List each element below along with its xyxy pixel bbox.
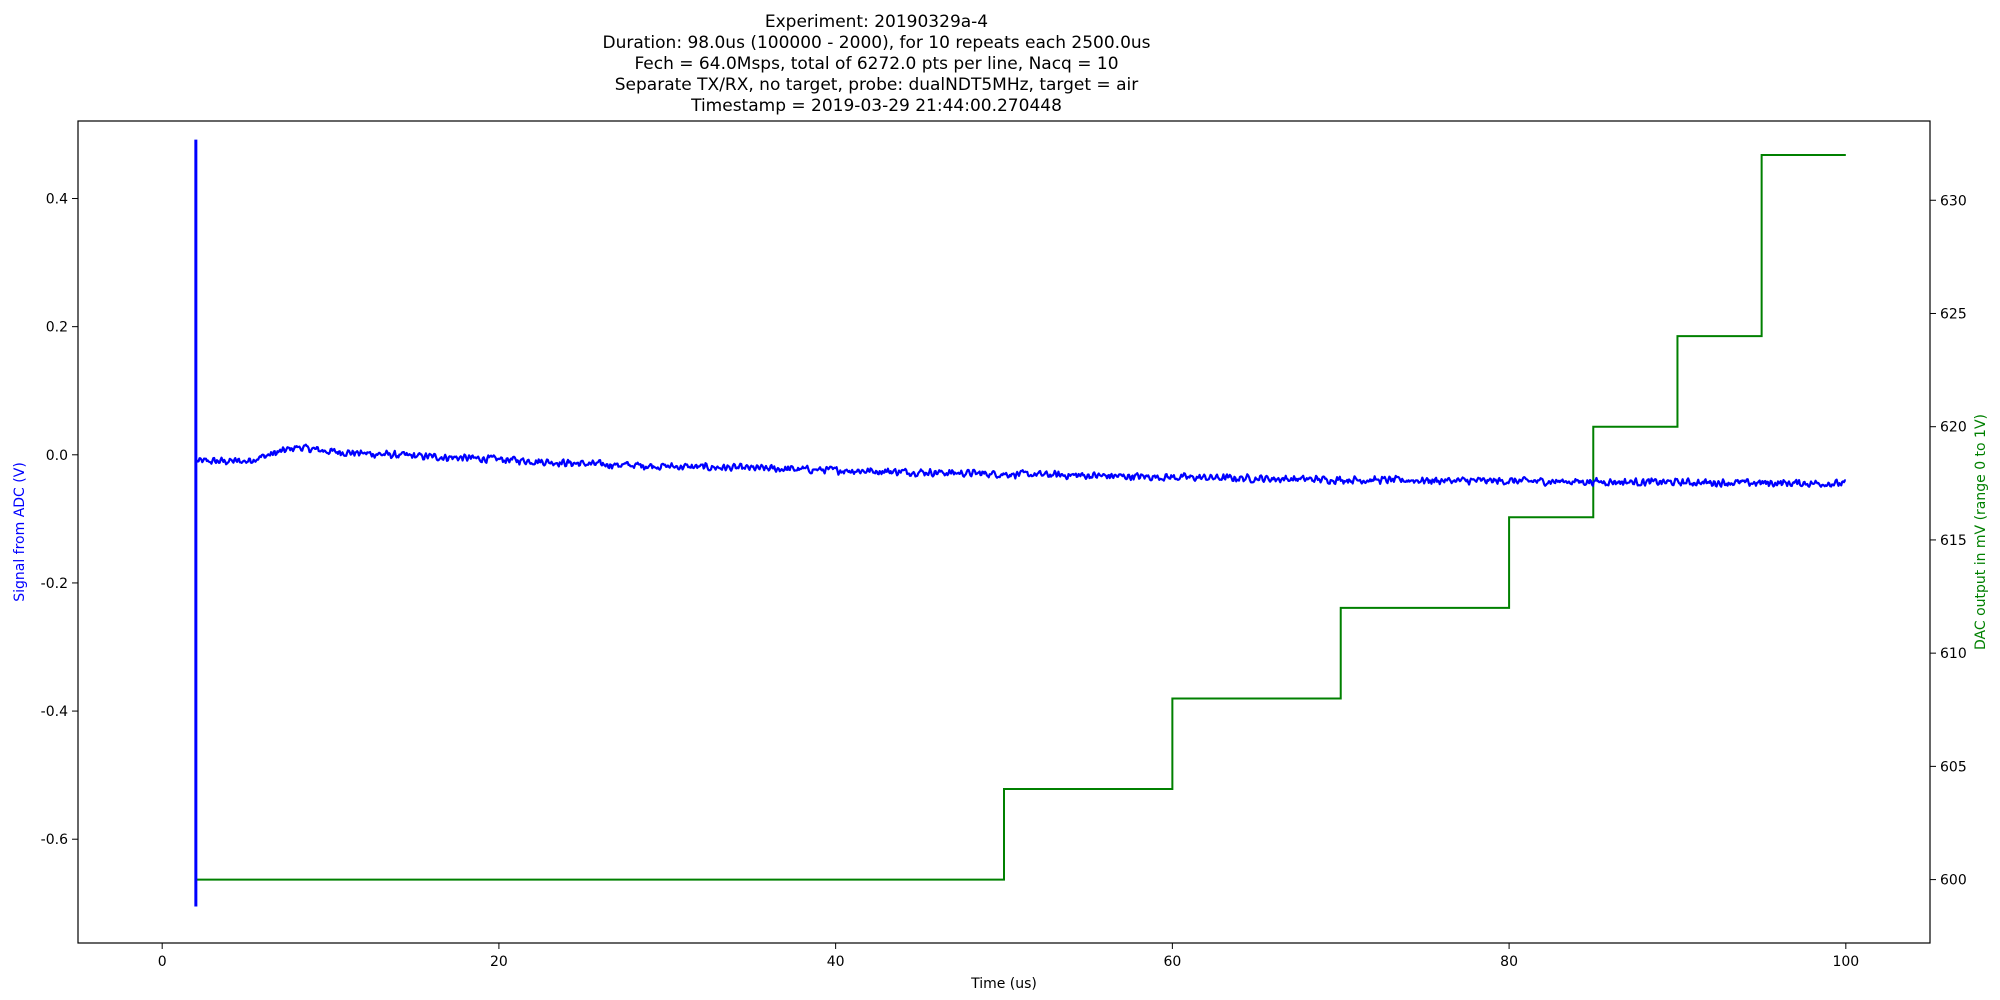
y-axis-right-label: DAC output in mV (range 0 to 1V) [1973,414,1989,650]
y-left-tick-label: 0.4 [46,192,68,208]
x-tick-label: 0 [158,954,167,970]
axis-ticks: 0 20 40 60 80 100 -0.6 -0.4 -0.2 0.0 0.2 0.4 600 605 6… [41,192,1967,970]
chart-title: Experiment: 20190329a-4 Duration: 98.0us… [0,12,1753,117]
title-line-timestamp: Timestamp = 2019-03-29 21:44:00.270448 [691,96,1062,116]
x-axis-label: Time (us) [970,976,1037,992]
title-line-fech: Fech = 64.0Msps, total of 6272.0 pts per… [634,54,1119,74]
plot-marks [194,139,1846,907]
y-left-tick-label: -0.2 [41,576,68,592]
adc-signal-line [195,443,1846,488]
y-right-tick-label: 600 [1940,873,1967,889]
y-right-tick-label: 615 [1940,533,1967,549]
y-left-tick-label: 0.2 [46,320,68,336]
y-right-tick-label: 605 [1940,759,1967,775]
title-line-setup: Separate TX/RX, no target, probe: dualND… [614,75,1139,95]
plot-frame [77,120,1931,944]
x-tick-label: 60 [1163,954,1181,970]
y-axis-left-label: Signal from ADC (V) [12,462,28,602]
y-right-tick-label: 625 [1940,306,1967,322]
y-left-tick-label: -0.4 [41,704,68,720]
title-line-experiment: Experiment: 20190329a-4 [764,12,989,32]
x-tick-label: 20 [490,954,508,970]
x-tick-label: 40 [827,954,845,970]
title-line-duration: Duration: 98.0us (100000 - 2000), for 10… [602,33,1151,53]
x-tick-label: 100 [1832,954,1859,970]
y-right-tick-label: 620 [1940,420,1967,436]
y-right-tick-label: 610 [1940,646,1967,662]
dac-output-step-line [195,153,1846,881]
x-tick-label: 80 [1500,954,1518,970]
y-left-tick-label: 0.0 [46,448,68,464]
y-left-tick-label: -0.6 [41,832,68,848]
y-right-tick-label: 630 [1940,193,1967,209]
